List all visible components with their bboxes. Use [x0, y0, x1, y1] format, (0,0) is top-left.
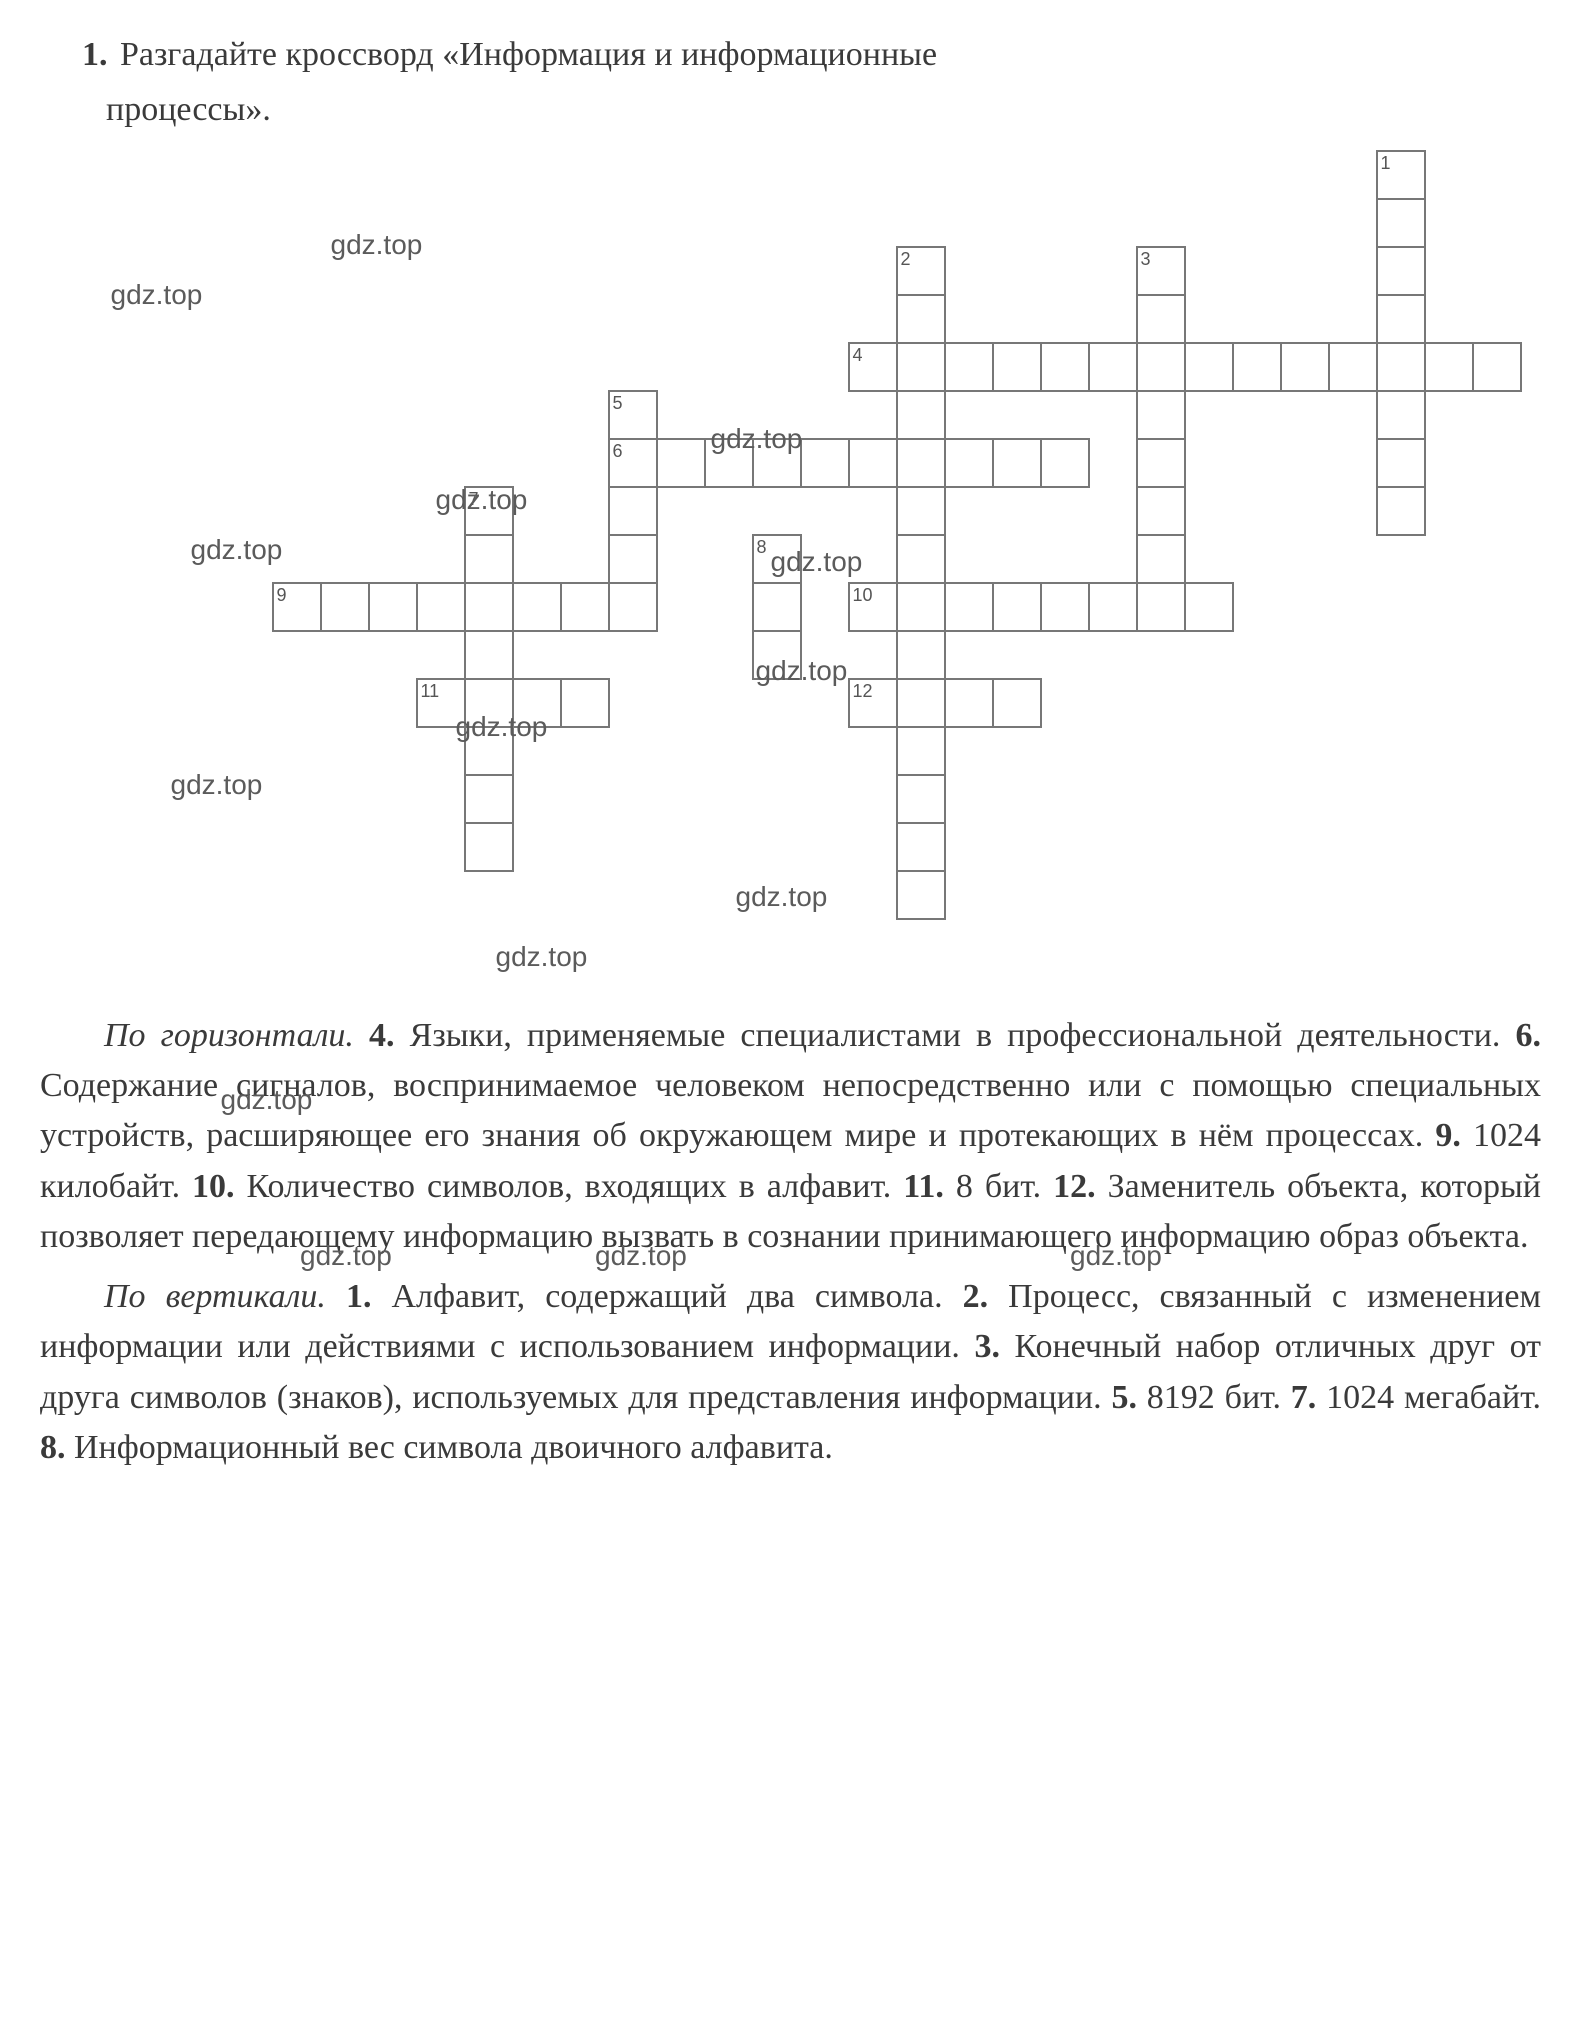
- crossword-cell: [801, 439, 849, 487]
- crossword-cell: [1041, 439, 1089, 487]
- crossword-cell: [897, 727, 945, 775]
- crossword-cell: [1089, 343, 1137, 391]
- crossword-cell: [897, 295, 945, 343]
- crossword-cell: [897, 439, 945, 487]
- crossword-cell: [1137, 487, 1185, 535]
- crossword-clue-number: 11: [421, 681, 440, 702]
- clues-across: По горизонтали. 4. Языки, применяемые сп…: [40, 1011, 1541, 1263]
- crossword-cell: [897, 535, 945, 583]
- crossword-cell: [513, 583, 561, 631]
- crossword-cell: [1137, 583, 1185, 631]
- crossword-cell: [1473, 343, 1521, 391]
- crossword-cell: [897, 583, 945, 631]
- crossword-cell: [1377, 343, 1425, 391]
- crossword-cell: [369, 583, 417, 631]
- crossword-cell: [753, 583, 801, 631]
- crossword-clue-number: 7: [469, 489, 479, 510]
- crossword-cell: [1329, 343, 1377, 391]
- crossword-clue-number: 5: [613, 393, 623, 414]
- crossword-cell: [753, 439, 801, 487]
- crossword-clue-number: 8: [757, 537, 767, 558]
- clues-down: По вертикали. 1. Алфавит, содержащий два…: [40, 1272, 1541, 1473]
- crossword-cell: [657, 439, 705, 487]
- crossword-cell: [609, 583, 657, 631]
- crossword-clue-number: 6: [613, 441, 623, 462]
- crossword-cell: [321, 583, 369, 631]
- task-line-1: 1.Разгадайте кроссворд «Информация и инф…: [106, 30, 1541, 79]
- crossword-cell: [609, 487, 657, 535]
- crossword-cell: [945, 679, 993, 727]
- crossword-cell: [465, 823, 513, 871]
- crossword-cell: [897, 871, 945, 919]
- crossword-cell: [993, 439, 1041, 487]
- crossword-cell: [561, 679, 609, 727]
- crossword-cell: [1089, 583, 1137, 631]
- crossword-cell: [1377, 487, 1425, 535]
- crossword-cell: [465, 727, 513, 775]
- crossword-cell: [897, 631, 945, 679]
- crossword-clue-number: 10: [853, 585, 873, 606]
- crossword-cell: [897, 679, 945, 727]
- crossword-clue-number: 9: [277, 585, 287, 606]
- crossword-cell: [897, 775, 945, 823]
- crossword-cell: [1137, 343, 1185, 391]
- crossword-cell: [849, 439, 897, 487]
- crossword-cell: [753, 631, 801, 679]
- crossword-cell: [465, 535, 513, 583]
- crossword-cell: [465, 775, 513, 823]
- clues: По горизонтали. 4. Языки, применяемые сп…: [40, 1011, 1541, 1474]
- crossword-clue-number: 4: [853, 345, 863, 366]
- crossword-cell: [1041, 583, 1089, 631]
- crossword-cell: [945, 439, 993, 487]
- crossword-grid: [41, 141, 1541, 991]
- crossword-cell: [465, 583, 513, 631]
- crossword-cell: [1233, 343, 1281, 391]
- crossword-cell: [1137, 439, 1185, 487]
- crossword-cell: [1137, 295, 1185, 343]
- crossword-cell: [1137, 535, 1185, 583]
- crossword-cell: [417, 583, 465, 631]
- crossword-cell: [465, 631, 513, 679]
- crossword-cell: [993, 679, 1041, 727]
- crossword-cell: [945, 583, 993, 631]
- crossword: 123456789101112 gdz.topgdz.topgdz.topgdz…: [41, 141, 1541, 991]
- crossword-cell: [705, 439, 753, 487]
- crossword-cell: [561, 583, 609, 631]
- crossword-cell: [897, 487, 945, 535]
- crossword-cell: [897, 343, 945, 391]
- crossword-cell: [945, 343, 993, 391]
- crossword-cell: [1377, 199, 1425, 247]
- crossword-cell: [1185, 343, 1233, 391]
- crossword-cell: [897, 823, 945, 871]
- crossword-cell: [513, 679, 561, 727]
- task-text-1: Разгадайте кроссворд «Информация и инфор…: [120, 36, 937, 73]
- crossword-cell: [1377, 439, 1425, 487]
- crossword-cell: [993, 343, 1041, 391]
- crossword-cell: [897, 391, 945, 439]
- crossword-cell: [1425, 343, 1473, 391]
- crossword-clue-number: 2: [901, 249, 911, 270]
- crossword-cell: [993, 583, 1041, 631]
- crossword-clue-number: 3: [1141, 249, 1151, 270]
- crossword-cell: [465, 679, 513, 727]
- crossword-cell: [609, 535, 657, 583]
- crossword-cell: [1377, 247, 1425, 295]
- task-number: 1.: [82, 30, 106, 79]
- task-line-2: процессы».: [106, 85, 1541, 134]
- page: 1. Разгадайте кроссворд «Информация и инф…: [0, 0, 1581, 1543]
- crossword-cell: [1137, 391, 1185, 439]
- crossword-cell: [1185, 583, 1233, 631]
- crossword-cell: [1377, 391, 1425, 439]
- crossword-clue-number: 1: [1381, 153, 1391, 174]
- crossword-cell: [1281, 343, 1329, 391]
- crossword-cell: [1041, 343, 1089, 391]
- task-block: 1. Разгадайте кроссворд «Информация и инф…: [40, 30, 1541, 135]
- crossword-cell: [1377, 295, 1425, 343]
- crossword-clue-number: 12: [853, 681, 873, 702]
